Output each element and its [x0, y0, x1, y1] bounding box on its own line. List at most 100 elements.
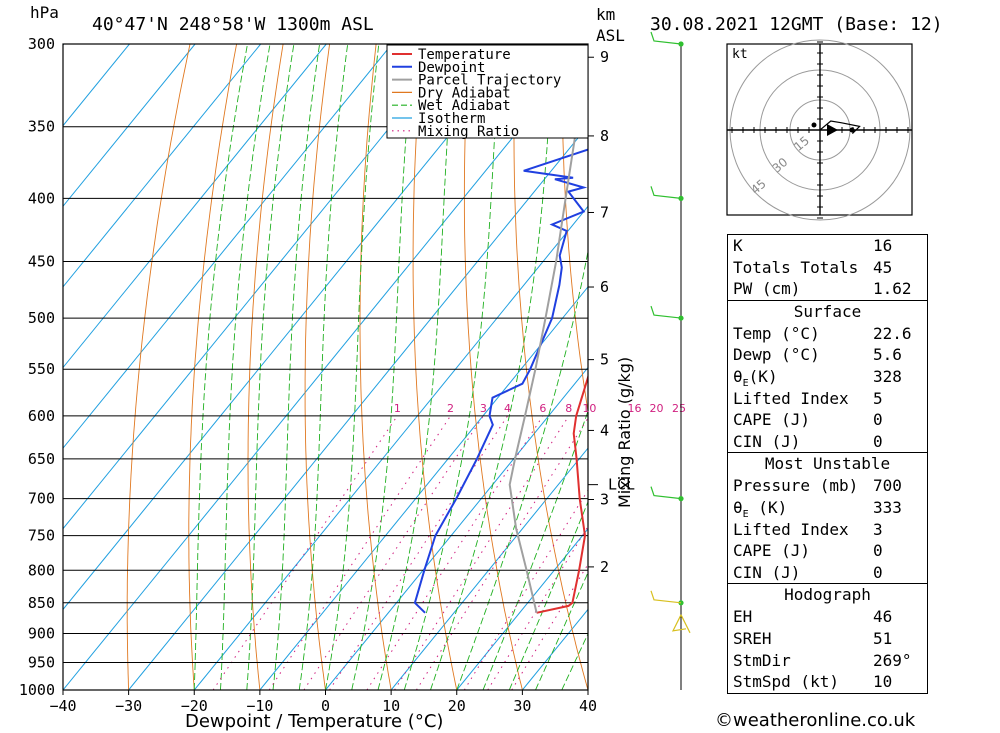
surface-label: Temp (°C) [733, 323, 820, 343]
most-unstable-rows: Pressure (mb) 700 θE (K) 333 Lifted Index 3 CA… [728, 475, 927, 583]
mixing-ratio-tick-label: 8 [565, 402, 572, 415]
hodograph-trace [819, 120, 861, 135]
surface-value: 0 [873, 431, 883, 451]
most-unstable-value: 333 [873, 497, 902, 517]
surface-label: Dewp (°C) [733, 345, 820, 365]
wet-adiabat [482, 409, 588, 690]
mixing-ratio-tick-label: 1 [394, 402, 401, 415]
chart-series [413, 44, 588, 614]
isotherm-line [63, 44, 393, 449]
surface-value: 0 [873, 410, 883, 430]
surface-value: 5 [873, 388, 883, 408]
wet-adiabat [220, 44, 271, 690]
legend-entry: Isotherm [418, 111, 485, 127]
km-tick-label: 6 [600, 278, 609, 296]
dry-adiabat [247, 44, 284, 690]
dry-adiabat [126, 44, 191, 690]
mixing-ratio-tick-label: 6 [539, 402, 546, 415]
most-unstable-row: Lifted Index 3 [728, 519, 927, 541]
hodograph-value: 10 [873, 672, 893, 692]
most-unstable-value: 0 [873, 541, 883, 561]
hodograph-kt-label: kt [732, 47, 748, 62]
surface-row: CIN (J) 0 [728, 431, 927, 453]
x-tick-label: 40 [579, 697, 597, 715]
pressure-tick-label: 800 [28, 561, 55, 579]
temperature-line [536, 373, 588, 614]
surface-wind-barb [671, 614, 691, 634]
hodograph-row: EH 46 [728, 606, 927, 628]
pressure-tick-label: 550 [28, 360, 55, 378]
mixing-ratio-tick-label: 2 [447, 402, 454, 415]
hodograph-value: 46 [873, 607, 893, 627]
dry-adiabat [188, 44, 238, 690]
most-unstable-row: θE (K) 333 [728, 497, 927, 520]
wind-barb [650, 31, 682, 45]
most-unstable-row: CAPE (J) 0 [728, 540, 927, 562]
most-unstable-value: 700 [873, 476, 902, 496]
pressure-tick-label: 450 [28, 253, 55, 271]
isotherm-line [63, 44, 524, 611]
wind-barb [650, 305, 682, 319]
mixing-ratio-tick-label: 16 [627, 402, 641, 415]
pressure-tick-label: 900 [28, 624, 55, 642]
surface-title: Surface [728, 299, 927, 323]
surface-row: Lifted Index 5 [728, 388, 927, 410]
isotherm-line [128, 124, 588, 690]
x-tick-label: −30 [115, 697, 142, 715]
surface-label: Lifted Index [733, 388, 849, 408]
lcl-label: LCL [608, 476, 635, 494]
isotherm-line [456, 528, 588, 690]
pressure-tick-label: 400 [28, 189, 55, 207]
pressure-tick-label: 750 [28, 527, 55, 545]
x-tick-label: −40 [49, 697, 76, 715]
hodograph-end-dot [849, 127, 855, 133]
km-tick-label: 4 [600, 421, 609, 439]
km-tick-label: 2 [600, 558, 609, 576]
hodograph-row: SREH 51 [728, 628, 927, 650]
asl-label: ASL [596, 26, 625, 45]
hodograph-start-dot [811, 122, 817, 128]
surface-rows: Temp (°C) 22.6 Dewp (°C) 5.6 θE(K) 328 Lifted … [728, 323, 927, 453]
indices-table: K 16 Totals Totals 45 PW (cm) 1.62 Surface … [727, 234, 928, 694]
hodograph-row: StmDir 269° [728, 650, 927, 672]
km-tick-label: 7 [600, 203, 609, 221]
mixing-ratio-line [394, 415, 570, 690]
pressure-tick-label: 300 [28, 35, 55, 53]
hodograph-value: 269° [873, 650, 912, 670]
parcel-trajectory-line [508, 44, 586, 614]
pressure-tick-label: 600 [28, 407, 55, 425]
legend-box [386, 44, 589, 139]
pw-label: PW (cm) [733, 279, 801, 299]
surface-value: 328 [873, 366, 902, 386]
surface-label: θE(K) [733, 366, 778, 390]
isotherm-line [63, 44, 588, 690]
dry-adiabat [561, 44, 588, 414]
most-unstable-label: Lifted Index [733, 519, 849, 539]
surface-row: Dewp (°C) 5.6 [728, 344, 927, 366]
mixing-ratio-axis-label: Mixing Ratio (g/kg) [615, 357, 634, 508]
dry-adiabat [513, 44, 588, 690]
pressure-tick-label: 350 [28, 118, 55, 136]
pressure-tick-label: 500 [28, 309, 55, 327]
legend-entry: Wet Adiabat [418, 98, 511, 114]
mixing-ratio-tick-label: 25 [672, 402, 686, 415]
dry-adiabat [359, 44, 392, 690]
surface-row: CAPE (J) 0 [728, 409, 927, 431]
hodograph-table-title: Hodograph [728, 583, 927, 606]
hodograph-label: SREH [733, 628, 772, 648]
pressure-tick-label: 650 [28, 450, 55, 468]
storm-motion-arrow [827, 124, 838, 136]
tt-label: Totals Totals [733, 257, 859, 277]
x-tick-label: 30 [513, 697, 531, 715]
most-unstable-label: CAPE (J) [733, 541, 811, 561]
location-title: 40°47'N 248°58'W 1300m ASL [92, 14, 374, 35]
surface-row: Temp (°C) 22.6 [728, 323, 927, 345]
surface-row: θE(K) 328 [728, 366, 927, 390]
mixing-ratio-tick-label: 20 [650, 402, 664, 415]
dry-adiabat [981, 44, 1000, 690]
hodograph-label: StmSpd (kt) [733, 672, 839, 692]
legend-entry: Parcel Trajectory [418, 73, 561, 89]
